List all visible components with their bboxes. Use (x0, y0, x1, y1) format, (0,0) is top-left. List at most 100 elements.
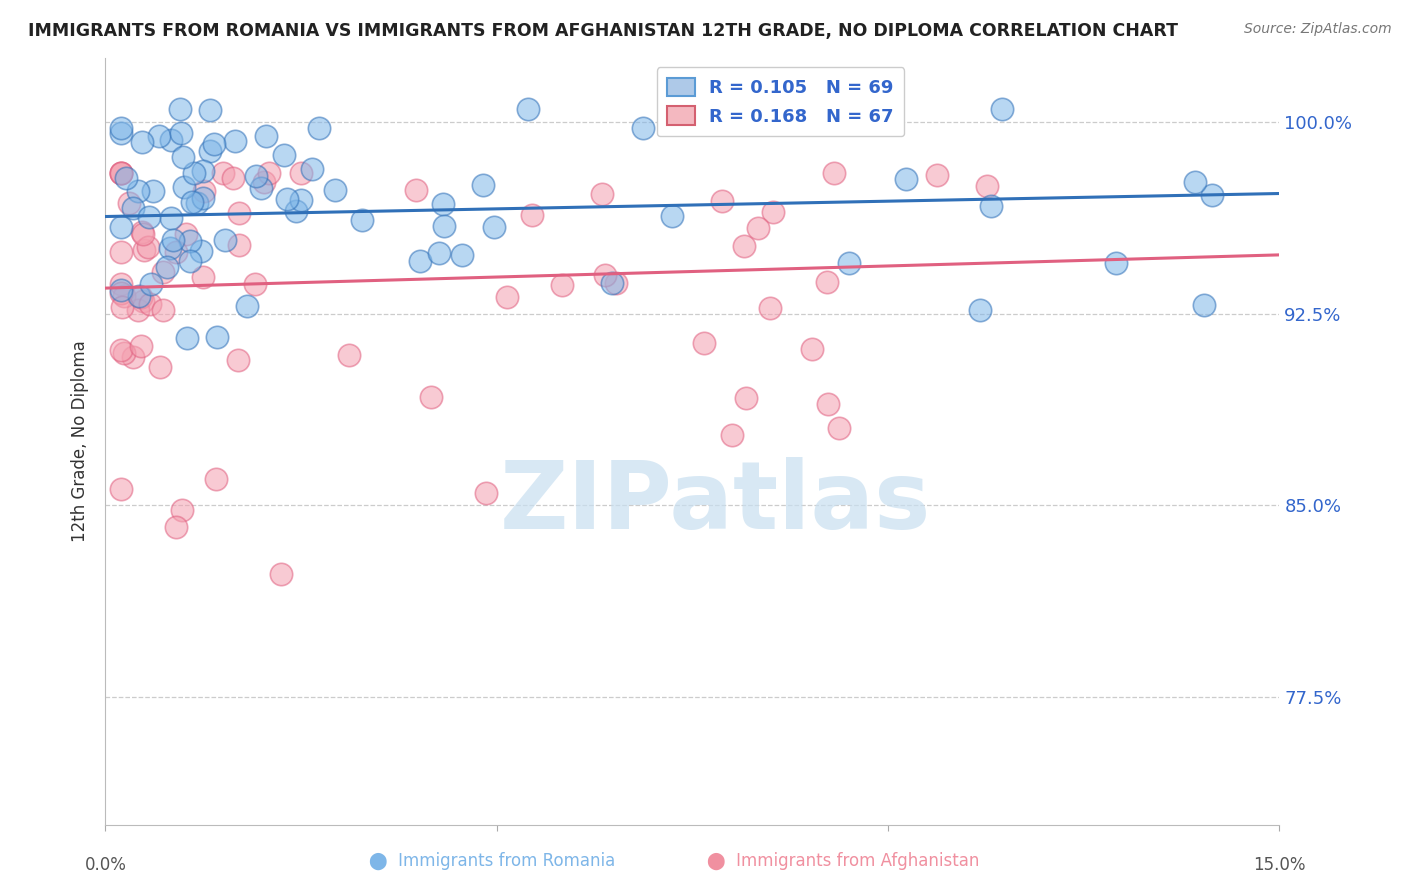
Point (110, 343, 132, 358)
Point (110, 126, 132, 140)
Point (815, 275, 838, 289)
Point (270, 566, 292, 581)
Point (170, 126, 193, 140)
Point (350, 213, 373, 227)
Point (127, 184, 149, 198)
Point (159, 133, 181, 147)
Point (159, 241, 181, 255)
Point (661, 209, 683, 223)
Point (427, 245, 450, 260)
Point (129, 339, 152, 353)
Text: 0.0%: 0.0% (84, 855, 127, 874)
Point (204, 473, 226, 487)
Point (419, 390, 441, 404)
Point (762, 204, 785, 219)
Point (474, 486, 496, 500)
Point (1184, 175, 1206, 189)
Point (191, 190, 214, 204)
Point (471, 178, 494, 193)
Point (516, 102, 538, 116)
Point (110, 166, 132, 180)
Point (254, 129, 277, 144)
Point (226, 353, 249, 368)
Point (591, 186, 613, 201)
Point (193, 270, 215, 285)
Point (122, 202, 145, 216)
Point (409, 253, 432, 268)
Point (110, 284, 132, 298)
Point (520, 208, 543, 222)
Point (172, 502, 194, 516)
Point (801, 342, 824, 356)
Point (156, 260, 179, 274)
Point (172, 150, 194, 164)
Point (990, 102, 1012, 116)
Point (152, 302, 174, 317)
Point (735, 391, 758, 405)
Point (600, 276, 623, 290)
Point (976, 178, 998, 193)
Point (1192, 298, 1215, 312)
Point (433, 219, 456, 233)
Point (228, 206, 250, 220)
Text: ⬤  Immigrants from Romania: ⬤ Immigrants from Romania (368, 852, 616, 870)
Point (112, 346, 135, 360)
Point (110, 245, 132, 260)
Point (212, 166, 235, 180)
Point (721, 428, 744, 442)
Point (131, 227, 153, 241)
Point (308, 121, 330, 136)
Point (693, 336, 716, 351)
Point (301, 161, 323, 176)
Text: ZIPatlas: ZIPatlas (501, 457, 932, 549)
Point (176, 331, 198, 345)
Point (593, 268, 616, 282)
Point (495, 290, 517, 304)
Point (207, 330, 229, 344)
Legend: R = 0.105   N = 69, R = 0.168   N = 67: R = 0.105 N = 69, R = 0.168 N = 67 (657, 67, 904, 136)
Point (224, 134, 246, 148)
Point (550, 278, 572, 293)
Point (1105, 255, 1128, 269)
Point (631, 121, 654, 136)
Point (190, 244, 212, 259)
Text: Source: ZipAtlas.com: Source: ZipAtlas.com (1244, 22, 1392, 37)
Point (198, 103, 221, 117)
Point (1201, 187, 1223, 202)
Point (405, 183, 427, 197)
Point (176, 227, 198, 241)
Point (152, 265, 174, 279)
Point (160, 211, 183, 225)
Point (838, 256, 860, 270)
Point (733, 238, 755, 252)
Point (273, 148, 295, 162)
Point (121, 351, 143, 365)
Point (290, 166, 312, 180)
Point (149, 360, 172, 375)
Point (165, 245, 187, 260)
Point (110, 286, 132, 301)
Point (245, 169, 267, 184)
Point (162, 233, 184, 247)
Point (925, 168, 948, 182)
Point (711, 194, 734, 208)
Point (193, 163, 215, 178)
Text: 15.0%: 15.0% (1253, 855, 1306, 874)
Point (323, 183, 346, 197)
Point (138, 210, 160, 224)
Point (183, 166, 205, 180)
Point (451, 248, 474, 262)
Point (114, 171, 136, 186)
Point (111, 300, 134, 314)
Point (250, 181, 273, 195)
Point (110, 166, 132, 180)
Point (112, 288, 135, 302)
Point (222, 170, 245, 185)
Point (134, 244, 156, 258)
Point (148, 129, 170, 144)
Point (169, 102, 191, 116)
Point (127, 303, 149, 318)
Y-axis label: 12th Grade, No Diploma: 12th Grade, No Diploma (72, 341, 90, 542)
Point (128, 289, 150, 303)
Text: ⬤  Immigrants from Afghanistan: ⬤ Immigrants from Afghanistan (707, 852, 980, 870)
